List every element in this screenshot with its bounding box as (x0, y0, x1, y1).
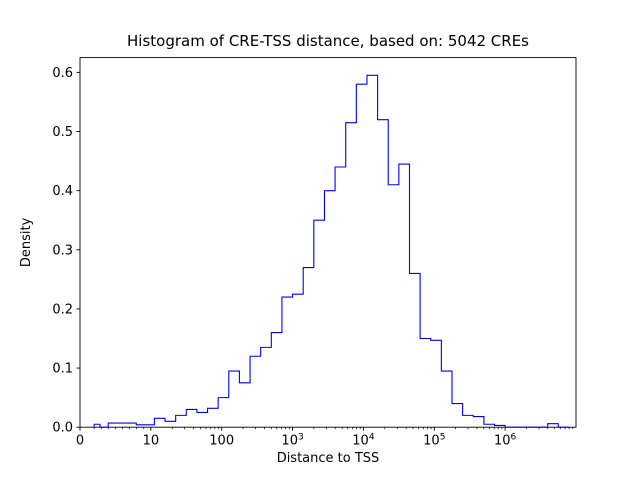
histogram-step-line (93, 74, 569, 428)
x-tick-label: 104 (352, 433, 375, 449)
y-tick-label: 0.1 (52, 362, 73, 377)
x-tick-label: 106 (494, 433, 517, 449)
y-axis-label: Density (19, 217, 34, 267)
x-tick-label: 0 (76, 434, 84, 449)
x-axis-label: Distance to TSS (277, 451, 380, 466)
x-tick-label: 105 (423, 433, 445, 449)
y-axis-ticks: 0.0 0.1 0.2 0.3 0.4 0.5 0.6 (52, 66, 80, 436)
y-tick-label: 0.3 (52, 243, 73, 258)
x-axis-minor-ticks (93, 427, 574, 430)
x-tick-label: 10 (143, 434, 160, 449)
x-axis-ticks: 0 10 100 103 104 105 106 (76, 427, 517, 449)
plot-area (79, 57, 577, 428)
y-tick-label: 0.6 (52, 66, 73, 81)
x-tick-label: 100 (209, 434, 234, 449)
y-tick-label: 0.0 (52, 421, 73, 436)
y-tick-label: 0.5 (52, 125, 73, 140)
x-tick-label: 103 (281, 433, 303, 449)
chart-title: Histogram of CRE-TSS distance, based on:… (127, 32, 529, 50)
y-tick-label: 0.2 (52, 302, 73, 317)
y-tick-label: 0.4 (52, 184, 73, 199)
